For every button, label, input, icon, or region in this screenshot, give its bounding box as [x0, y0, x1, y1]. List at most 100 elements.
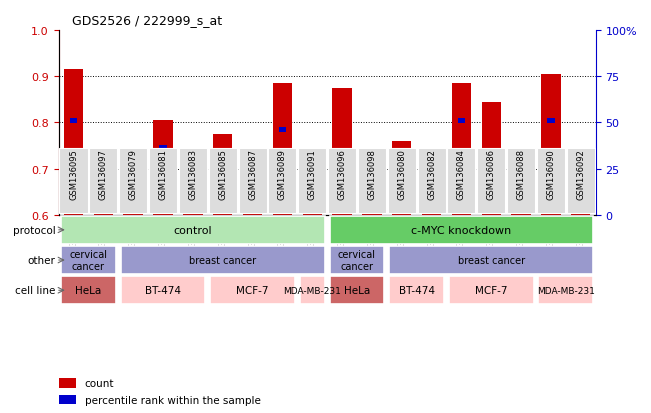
Bar — [339, 169, 346, 174]
Bar — [149, 148, 177, 214]
Bar — [571, 153, 590, 215]
Bar — [189, 173, 197, 178]
Text: GSM136084: GSM136084 — [457, 149, 466, 200]
Bar — [100, 169, 107, 174]
Bar — [219, 155, 227, 160]
Bar — [119, 148, 147, 214]
Bar — [389, 277, 444, 304]
Text: c-MYC knockdown: c-MYC knockdown — [411, 225, 512, 235]
Bar — [333, 88, 352, 215]
Bar — [94, 160, 113, 215]
Text: MCF-7: MCF-7 — [236, 285, 269, 296]
Bar — [238, 148, 266, 214]
Text: other: other — [27, 255, 55, 266]
Bar — [279, 128, 286, 133]
Bar — [309, 155, 316, 160]
Text: breast cancer: breast cancer — [458, 255, 525, 266]
Text: MDA-MB-231: MDA-MB-231 — [537, 286, 595, 295]
Bar — [477, 148, 505, 214]
Bar — [507, 148, 535, 214]
Bar — [120, 247, 325, 274]
Text: breast cancer: breast cancer — [189, 255, 256, 266]
Text: cell line: cell line — [15, 285, 55, 296]
Text: GSM136088: GSM136088 — [517, 149, 525, 200]
Text: GSM136083: GSM136083 — [188, 149, 197, 200]
Bar — [268, 148, 296, 214]
Text: GSM136086: GSM136086 — [487, 149, 495, 200]
Bar — [59, 395, 77, 404]
Bar — [183, 195, 202, 215]
Text: GSM136089: GSM136089 — [278, 149, 287, 200]
Bar — [303, 155, 322, 215]
Text: protocol: protocol — [12, 225, 55, 235]
Bar — [328, 148, 356, 214]
Text: GSM136098: GSM136098 — [367, 149, 376, 200]
Bar — [567, 148, 595, 214]
Text: GDS2526 / 222999_s_at: GDS2526 / 222999_s_at — [72, 14, 222, 27]
Bar — [389, 247, 593, 274]
Text: percentile rank within the sample: percentile rank within the sample — [85, 395, 260, 405]
Bar — [120, 277, 206, 304]
Text: GSM136081: GSM136081 — [159, 149, 167, 200]
Bar — [154, 121, 173, 215]
Text: count: count — [85, 378, 114, 388]
Bar — [577, 150, 585, 156]
Bar — [209, 148, 237, 214]
Text: GSM136097: GSM136097 — [99, 149, 108, 200]
Bar — [243, 155, 262, 215]
Text: GSM136079: GSM136079 — [129, 149, 137, 200]
Bar — [488, 160, 495, 165]
Bar — [329, 277, 384, 304]
Bar — [482, 102, 501, 215]
Text: MDA-MB-231: MDA-MB-231 — [283, 286, 341, 295]
Bar — [512, 153, 531, 215]
Text: BT-474: BT-474 — [145, 285, 181, 296]
Bar — [329, 247, 384, 274]
Bar — [388, 148, 416, 214]
Bar — [538, 277, 593, 304]
Bar — [417, 148, 445, 214]
Bar — [329, 216, 593, 244]
Bar — [64, 70, 83, 215]
Bar — [422, 160, 441, 215]
Bar — [368, 169, 376, 174]
Text: control: control — [174, 225, 212, 235]
Text: GSM136091: GSM136091 — [308, 149, 316, 200]
Text: HeLa: HeLa — [344, 285, 370, 296]
Text: GSM136092: GSM136092 — [576, 149, 585, 200]
Text: GSM136090: GSM136090 — [546, 149, 555, 200]
Text: HeLa: HeLa — [76, 285, 102, 296]
Bar — [537, 148, 565, 214]
Bar — [358, 148, 386, 214]
Bar — [398, 157, 406, 162]
Bar — [428, 166, 436, 172]
Bar — [210, 277, 295, 304]
Bar — [458, 118, 465, 123]
Bar — [299, 277, 325, 304]
Bar — [124, 176, 143, 215]
Bar — [130, 180, 137, 185]
Text: GSM136082: GSM136082 — [427, 149, 436, 200]
Bar — [362, 183, 381, 215]
Bar — [452, 84, 471, 215]
Text: GSM136087: GSM136087 — [248, 149, 257, 200]
Bar — [59, 378, 77, 388]
Text: GSM136085: GSM136085 — [218, 149, 227, 200]
Bar — [447, 148, 475, 214]
Bar — [159, 146, 167, 151]
Bar — [449, 277, 534, 304]
Bar — [61, 247, 116, 274]
Bar — [273, 84, 292, 215]
Bar — [179, 148, 207, 214]
Bar — [59, 148, 87, 214]
Text: cervical
cancer: cervical cancer — [338, 249, 376, 271]
Bar — [518, 166, 525, 172]
Bar — [61, 216, 325, 244]
Bar — [298, 148, 326, 214]
Bar — [392, 142, 411, 215]
Text: GSM136095: GSM136095 — [69, 149, 78, 200]
Bar — [547, 118, 555, 123]
Text: GSM136096: GSM136096 — [338, 149, 346, 200]
Bar — [213, 135, 232, 215]
Bar — [541, 75, 561, 215]
